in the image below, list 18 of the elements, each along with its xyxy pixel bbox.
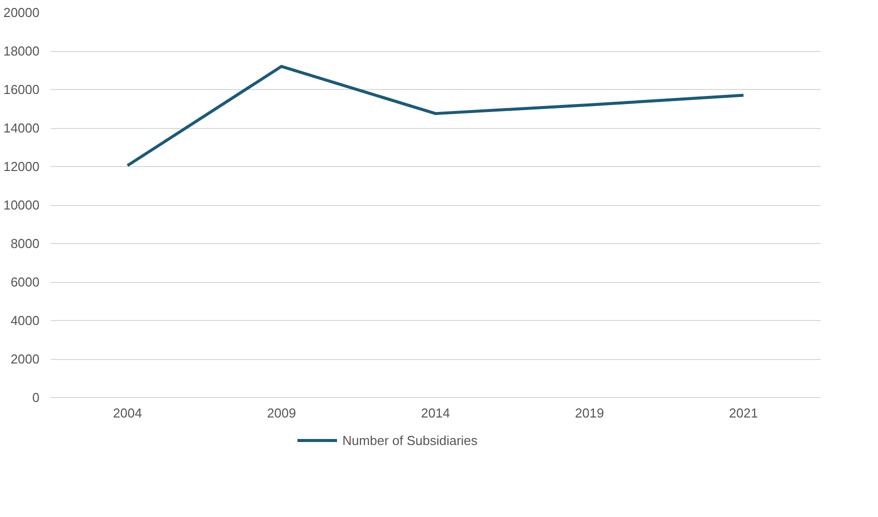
y-tick-label: 18000	[3, 44, 40, 58]
x-tick-label: 2004	[113, 406, 142, 420]
x-tick-label: 2014	[421, 406, 450, 420]
x-tick-label: 2021	[729, 406, 758, 420]
x-tick-label: 2019	[575, 406, 604, 420]
y-tick-label: 12000	[3, 159, 40, 174]
y-tick-label: 6000	[10, 274, 40, 290]
y-tick-label: 0	[32, 390, 40, 405]
y-tick-label: 2000	[10, 352, 40, 366]
y-tick-label: 16000	[3, 82, 40, 97]
y-tick-label: 4000	[10, 313, 40, 328]
x-tick-label: 2009	[267, 406, 296, 420]
y-tick-label: 14000	[3, 120, 40, 136]
y-tick-label: 8000	[10, 236, 40, 251]
y-tick-label: 10000	[3, 198, 40, 212]
line-series	[126, 64, 745, 168]
y-tick-label: 20000	[3, 5, 40, 20]
legend-label: Number of Subsidiaries	[342, 432, 478, 448]
